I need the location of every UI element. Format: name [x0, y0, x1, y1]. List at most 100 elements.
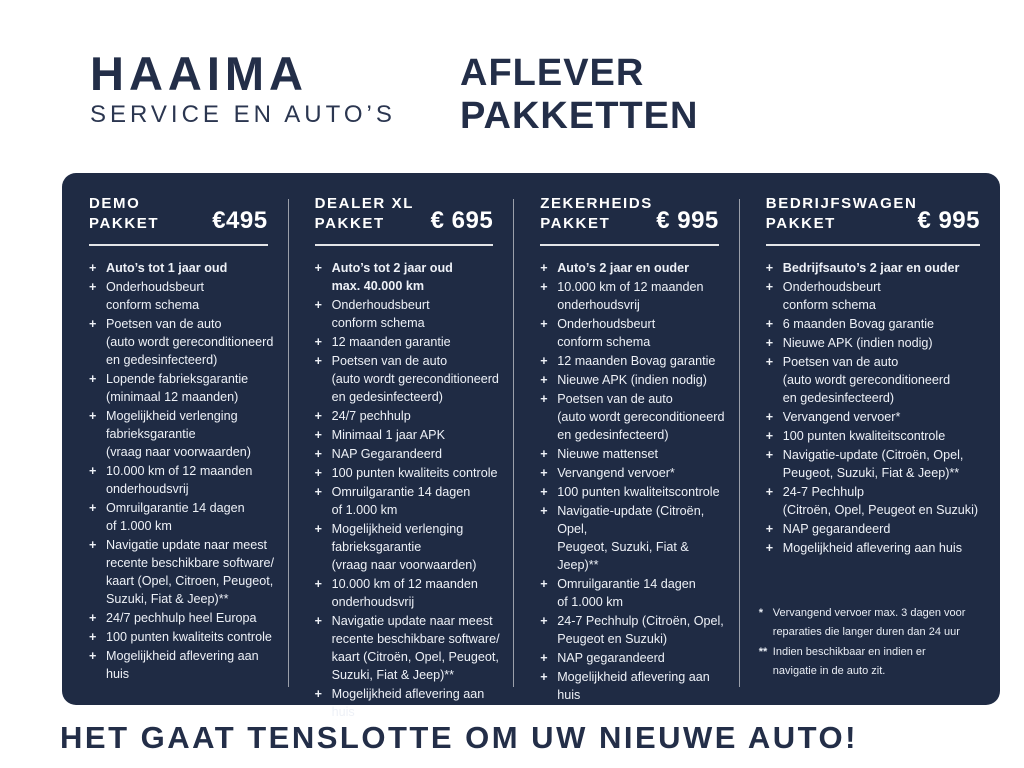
- footnotes: * Vervangend vervoer max. 3 dagen voor rep…: [759, 604, 992, 681]
- plus-bullet: +: [89, 371, 97, 386]
- footnote-marker: *: [758, 607, 764, 619]
- feature-line: (minimaal 12 maanden): [106, 389, 239, 404]
- feature-text: 24/7 pechhulp: [332, 407, 502, 425]
- feature-line: onderhoudsvrij: [331, 594, 415, 609]
- plus-bullet: +: [765, 279, 774, 294]
- package-column-4: BEDRIJFSWAGEN PAKKET € 995 + Bedrijfsauto’s …: [738, 173, 1000, 705]
- feature-item: + Navigatie update naar meest recente besc…: [89, 536, 276, 608]
- package-price: € 995: [656, 206, 719, 234]
- package-name-line: BEDRIJFSWAGEN: [765, 195, 918, 212]
- feature-text: NAP Gegarandeerd: [332, 445, 502, 463]
- plus-bullet: +: [314, 686, 322, 701]
- feature-item: + NAP gegarandeerd: [766, 520, 988, 538]
- package-name-line: ZEKERHEIDS: [540, 195, 653, 212]
- footnote-line: Vervangend vervoer max. 3 dagen voor: [772, 607, 966, 619]
- plus-bullet: +: [314, 521, 322, 536]
- plus-bullet: +: [540, 446, 548, 461]
- footnote-text: Vervangend vervoer max. 3 dagen voor repa…: [773, 604, 966, 643]
- feature-line: max. 40.000 km: [331, 278, 425, 293]
- feature-line: NAP Gegarandeerd: [331, 446, 442, 461]
- feature-line: onderhoudsvrij: [106, 481, 189, 496]
- feature-item: + NAP gegarandeerd: [540, 649, 727, 667]
- feature-line: Mogelijkheid aflevering aan huis: [782, 540, 963, 555]
- feature-text: 24-7 Pechhulp (Citroën, Opel, Peugeot en …: [783, 483, 988, 519]
- feature-item: + Omruilgarantie 14 dagen of 1.000 km: [540, 575, 727, 611]
- feature-line: 10.000 km of 12 maanden: [331, 576, 478, 591]
- feature-item: + Poetsen van de auto (auto wordt gerecond…: [540, 390, 727, 444]
- plus-bullet: +: [89, 463, 97, 478]
- feature-list: + Auto’s tot 1 jaar oud + Onderhoudsbeurt co…: [89, 259, 276, 683]
- feature-line: kaart (Opel, Citroen, Peugeot,: [106, 573, 274, 588]
- feature-line: (vraag naar voorwaarden): [331, 557, 477, 572]
- header-underline: [540, 243, 719, 246]
- feature-item: +100 punten kwaliteits controle: [89, 628, 276, 646]
- feature-text: Mogelijkheid aflevering aan huis: [557, 668, 727, 704]
- plus-bullet: +: [765, 260, 774, 275]
- feature-line: Omruilgarantie 14 dagen: [106, 500, 245, 515]
- package-name-line: PAKKET: [89, 215, 160, 233]
- feature-item: + Nieuwe APK (indien nodig): [766, 334, 988, 352]
- feature-text: 10.000 km of 12 maanden onderhoudsvrij: [106, 462, 276, 498]
- plus-bullet: +: [765, 354, 774, 369]
- header-underline: [89, 243, 268, 246]
- feature-line: Poetsen van de auto: [782, 354, 899, 369]
- feature-text: 100 punten kwaliteitscontrole: [557, 483, 727, 501]
- plus-bullet: +: [89, 279, 97, 294]
- feature-line: conform schema: [106, 297, 200, 312]
- feature-line: Nieuwe mattenset: [557, 446, 658, 461]
- brand-tagline: SERVICE EN AUTO’S: [90, 101, 396, 128]
- plus-bullet: +: [765, 335, 774, 350]
- plus-bullet: +: [89, 260, 97, 275]
- feature-line: Omruilgarantie 14 dagen: [557, 576, 696, 591]
- feature-item: +100 punten kwaliteits controle: [315, 464, 502, 482]
- feature-line: 100 punten kwaliteitscontrole: [557, 484, 720, 499]
- page-title: AFLEVER PAKKETTEN: [460, 52, 698, 137]
- plus-bullet: +: [540, 316, 548, 331]
- plus-bullet: +: [89, 537, 97, 552]
- plus-bullet: +: [540, 391, 548, 406]
- brand-name: HAAIMA: [90, 47, 308, 100]
- feature-text: 12 maanden Bovag garantie: [557, 352, 727, 370]
- feature-text: Mogelijkheid verlenging fabrieksgarantie (…: [106, 407, 276, 461]
- feature-text: Nieuwe APK (indien nodig): [783, 334, 988, 352]
- feature-item: + Navigatie update naar meest recente besc…: [315, 612, 502, 684]
- plus-bullet: +: [540, 576, 548, 591]
- feature-line: NAP gegarandeerd: [782, 521, 891, 536]
- feature-text: Bedrijfsauto’s 2 jaar en ouder: [783, 259, 988, 277]
- feature-line: conform schema: [331, 315, 425, 330]
- plus-bullet: +: [765, 540, 774, 555]
- package-name: DEMO PAKKET: [89, 194, 159, 235]
- feature-text: Omruilgarantie 14 dagen of 1.000 km: [557, 575, 727, 611]
- feature-line: Poetsen van de auto: [557, 391, 673, 406]
- feature-item: + Omruilgarantie 14 dagen of 1.000 km: [89, 499, 276, 535]
- feature-line: Peugeot, Suzuki, Fiat & Jeep)**: [782, 465, 960, 480]
- feature-item: + Poetsen van de auto (auto wordt gerecond…: [315, 352, 502, 406]
- brand-logo: HAAIMA SERVICE EN AUTO’S: [90, 50, 396, 129]
- feature-line: Nieuwe APK (indien nodig): [782, 335, 933, 350]
- feature-text: Minimaal 1 jaar APK: [332, 426, 502, 444]
- footnote: ** Indien beschikbaar en indien er navigat…: [759, 643, 992, 682]
- feature-line: Suzuki, Fiat & Jeep)**: [331, 667, 455, 682]
- header-underline: [314, 243, 494, 246]
- plus-bullet: +: [314, 465, 322, 480]
- feature-item: + Bedrijfsauto’s 2 jaar en ouder: [766, 259, 988, 277]
- feature-line: onderhoudsvrij: [557, 297, 640, 312]
- feature-line: Auto’s tot 1 jaar oud: [106, 260, 228, 275]
- feature-line: conform schema: [557, 334, 651, 349]
- plus-bullet: +: [314, 446, 322, 461]
- feature-text: Poetsen van de auto (auto wordt gerecondi…: [783, 353, 988, 407]
- plus-bullet: +: [314, 576, 322, 591]
- plus-bullet: +: [314, 484, 322, 499]
- feature-text: Nieuwe APK (indien nodig): [557, 371, 727, 389]
- feature-item: + Onderhoudsbeurt conform schema: [89, 278, 276, 314]
- feature-line: Onderhoudsbeurt: [331, 297, 430, 312]
- feature-text: 24/7 pechhulp heel Europa: [106, 609, 276, 627]
- feature-line: Mogelijkheid verlenging: [106, 408, 238, 423]
- packages-panel: DEMO PAKKET €495 + Auto’s tot 1 jaar oud + Ond…: [62, 173, 1000, 719]
- feature-line: 100 punten kwaliteits controle: [106, 629, 272, 644]
- feature-line: 12 maanden Bovag garantie: [557, 353, 716, 368]
- feature-line: Suzuki, Fiat & Jeep)**: [106, 591, 229, 606]
- plus-bullet: +: [89, 408, 97, 423]
- feature-line: Onderhoudsbeurt: [557, 316, 656, 331]
- feature-line: (auto wordt gereconditioneerd: [557, 409, 725, 424]
